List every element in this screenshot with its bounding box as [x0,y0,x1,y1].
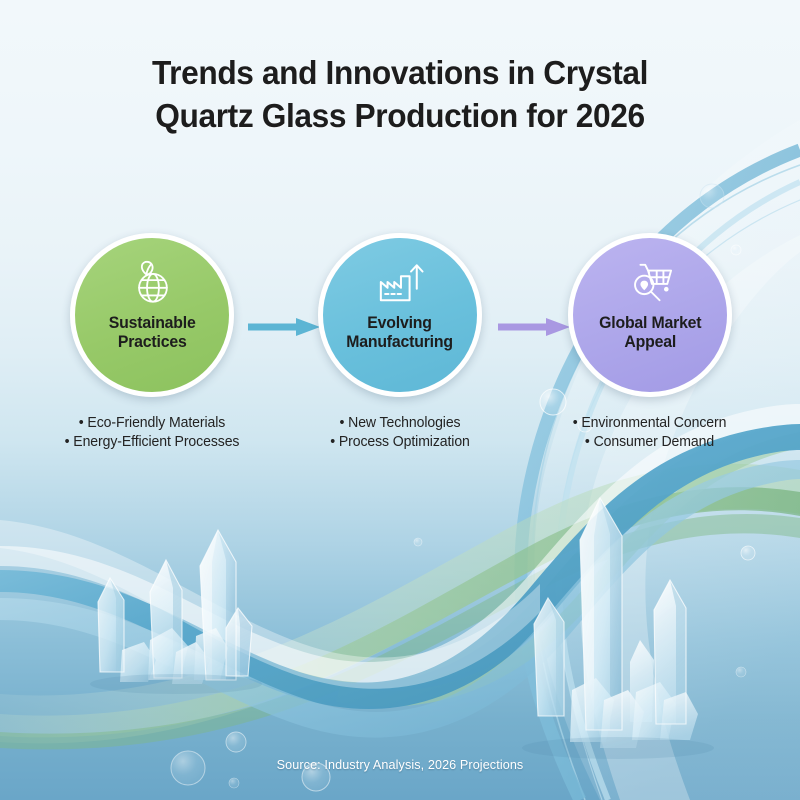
bullet-text: Process Optimization [338,433,470,450]
list-item: • New Technologies [288,414,511,433]
bullet-text: Eco-Friendly Materials [87,415,226,431]
factory-growth-icon [379,264,424,302]
circle-label-global-market-appeal: Global Market Appeal [591,314,709,352]
circle-label-evolving-manufacturing: Evolving Manufacturing [339,314,461,352]
bullet-marker: • [64,433,70,450]
bullet-marker: • [78,415,84,431]
circle-label-line-1: Evolving [367,314,433,332]
page-title: Trends and Innovations in Crystal Quartz… [0,52,800,138]
flow-node-sustainable-practices[interactable]: Sustainable Practices • Eco-Friendly Mat… [52,233,252,452]
title-line-1: Trends and Innovations in Crystal [151,54,649,91]
bullet-text: New Technologies [348,415,461,431]
globe-leaf-icon [138,260,168,303]
title-line-2: Quartz Glass Production for 2026 [155,96,645,134]
bullet-marker: • [584,433,590,450]
bullet-marker: • [572,415,578,431]
bullet-text: Environmental Concern [581,415,727,431]
circle-label-line-2: Practices [117,333,187,352]
circle-label-line-1: Sustainable [108,314,196,332]
bullet-marker: • [339,415,345,431]
flow-node-global-market-appeal[interactable]: Global Market Appeal • Environmental Con… [550,233,750,452]
process-flow: Sustainable Practices • Eco-Friendly Mat… [0,233,800,503]
circle-sustainable-practices[interactable]: Sustainable Practices [70,233,234,397]
circle-evolving-manufacturing[interactable]: Evolving Manufacturing [318,233,482,397]
bullet-list-global-market-appeal: • Environmental Concern • Consumer Deman… [545,414,754,452]
circle-label-line-1: Global Market [598,314,702,332]
bullet-text: Consumer Demand [593,433,715,450]
cart-search-icon [634,263,673,302]
list-item: • Process Optimization [288,433,511,452]
flow-node-evolving-manufacturing[interactable]: Evolving Manufacturing • New Technologie… [300,233,500,452]
list-item: • Energy-Efficient Processes [31,433,274,452]
arrow-right-icon-one-to-two [248,318,320,336]
circle-label-sustainable-practices: Sustainable Practices [101,314,203,352]
circle-label-line-2: Appeal [624,333,676,352]
list-item: • Eco-Friendly Materials [31,414,274,433]
bullet-list-evolving-manufacturing: • New Technologies • Process Optimizatio… [288,414,511,452]
source-note: Source: Industry Analysis, 2026 Projecti… [276,757,524,772]
crystal-cluster-left [90,528,262,694]
bullet-list-sustainable-practices: • Eco-Friendly Materials • Energy-Effici… [31,414,274,452]
bullet-marker: • [330,433,336,450]
bullet-text: Energy-Efficient Processes [73,433,240,450]
crystal-cluster-right [522,496,714,759]
list-item: • Consumer Demand [545,433,754,452]
list-item: • Environmental Concern [545,414,754,433]
circle-label-line-2: Manufacturing [346,333,454,352]
circle-global-market-appeal[interactable]: Global Market Appeal [568,233,732,397]
